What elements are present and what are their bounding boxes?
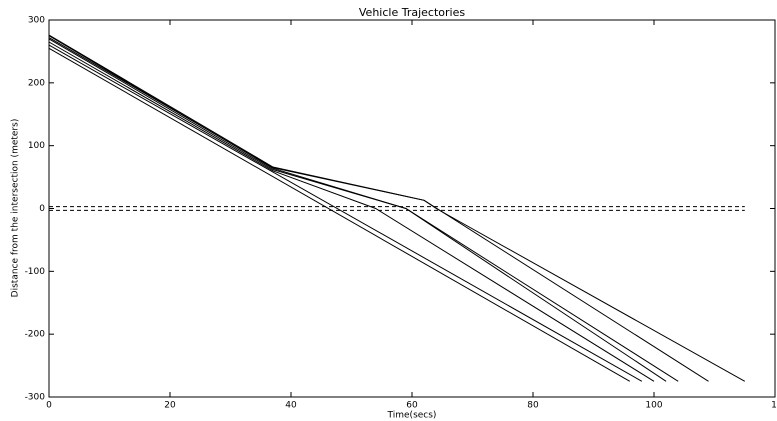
trajectory-line xyxy=(48,37,709,382)
chart-title: Vehicle Trajectories xyxy=(359,6,465,19)
y-tick-label: -300 xyxy=(25,393,46,403)
trajectory-line xyxy=(48,41,655,382)
trajectory-line xyxy=(48,44,643,382)
y-axis-label: Distance from the intersection (meters) xyxy=(11,119,21,298)
x-tick-label: 40 xyxy=(285,401,297,411)
trajectory-line xyxy=(48,34,746,382)
x-tick-label: 20 xyxy=(164,401,176,411)
x-tick-label: 1 xyxy=(771,401,777,411)
trajectory-line xyxy=(48,38,667,382)
x-tick-label: 100 xyxy=(645,401,662,411)
y-tick-label: 100 xyxy=(28,141,45,151)
y-tick-label: -100 xyxy=(25,267,46,277)
x-tick-label: 80 xyxy=(527,401,539,411)
y-tick-label: -200 xyxy=(25,330,46,340)
y-tick-label: 0 xyxy=(39,204,45,214)
y-tick-label: 200 xyxy=(28,78,45,88)
trajectory-line xyxy=(48,35,679,382)
plot-frame xyxy=(48,19,776,398)
y-tick-label: 300 xyxy=(28,16,45,26)
trajectory-line xyxy=(48,47,631,382)
x-tick-label: 60 xyxy=(406,401,418,411)
x-tick-label: 0 xyxy=(46,401,52,411)
x-axis-label: Time(secs) xyxy=(387,411,437,421)
